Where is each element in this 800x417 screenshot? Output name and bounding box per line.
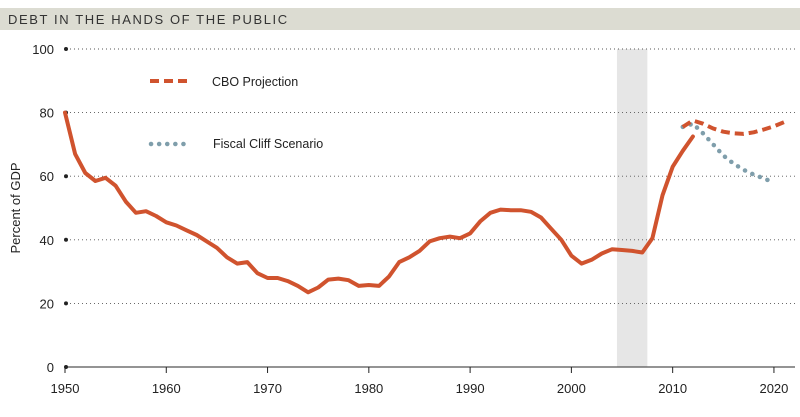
series-line-fiscal-cliff-scenario [680, 121, 777, 185]
y-tick-dot-20 [64, 301, 68, 306]
legend-label-fiscal-cliff: Fiscal Cliff Scenario [213, 137, 323, 151]
shaded-recession-band [616, 49, 648, 367]
gridlines [66, 48, 795, 368]
x-tick-label-1960: 1960 [152, 381, 181, 396]
x-tick-label-2000: 2000 [557, 381, 586, 396]
y-tick-label-40: 40 [40, 233, 54, 248]
y-axis-label: Percent of GDP [8, 162, 23, 253]
header-band [0, 8, 800, 30]
y-axis-ticks: 0 20 40 60 80 100 [32, 42, 68, 375]
x-tick-label-1950: 1950 [51, 381, 80, 396]
chart-title: DEBT IN THE HANDS OF THE PUBLIC [8, 12, 289, 27]
y-tick-label-100: 100 [32, 42, 54, 57]
y-tick-label-20: 20 [40, 296, 54, 311]
y-tick-dot-40 [64, 237, 68, 242]
x-tick-label-1990: 1990 [456, 381, 485, 396]
y-tick-label-80: 80 [40, 106, 54, 121]
x-tick-label-1970: 1970 [253, 381, 282, 396]
series-line-cbo-projection [681, 118, 785, 136]
y-tick-dot-100 [64, 47, 68, 51]
legend-label-cbo-projection: CBO Projection [212, 75, 298, 89]
y-tick-dot-60 [64, 174, 68, 179]
series-line-historical [63, 110, 695, 295]
x-axis-ticks: 1950 1960 1970 1980 1990 2000 2010 2020 [51, 367, 788, 396]
legend: CBO Projection Fiscal Cliff Scenario [148, 75, 323, 151]
x-tick-label-2010: 2010 [658, 381, 687, 396]
y-tick-label-0: 0 [47, 360, 54, 375]
x-tick-label-2020: 2020 [759, 381, 788, 396]
series-lines [63, 110, 785, 295]
y-tick-label-60: 60 [40, 169, 54, 184]
x-tick-label-1980: 1980 [354, 381, 383, 396]
